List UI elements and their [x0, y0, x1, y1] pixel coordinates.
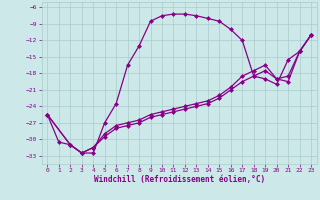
X-axis label: Windchill (Refroidissement éolien,°C): Windchill (Refroidissement éolien,°C) [94, 175, 265, 184]
